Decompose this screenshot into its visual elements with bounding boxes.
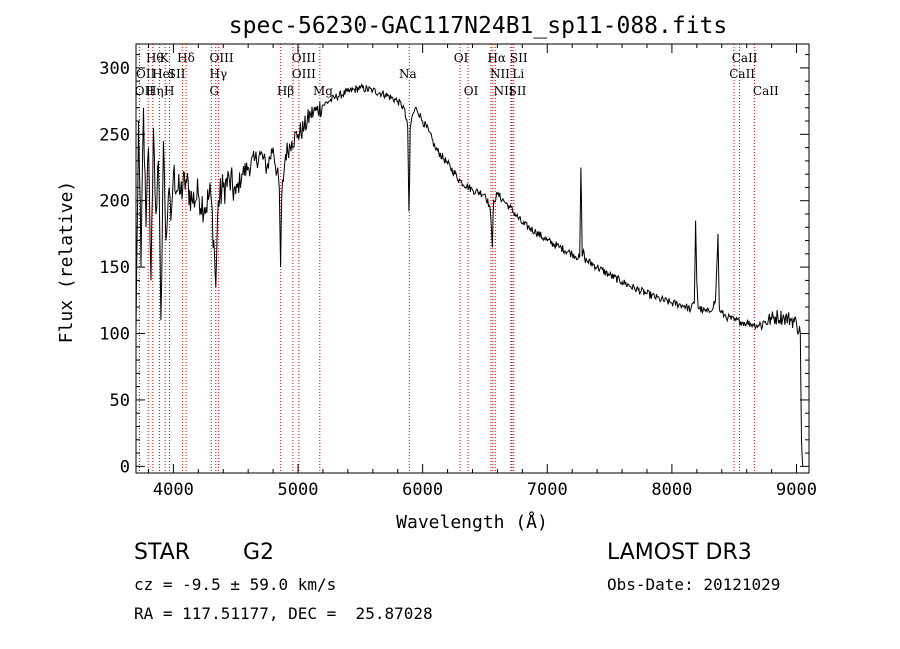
- y-tick-label-4: 200: [99, 192, 130, 212]
- chart-title: spec-56230-GAC117N24B1_sp11-088.fits: [229, 13, 728, 39]
- line-markers: [138, 44, 755, 473]
- x-axis-label: Wavelength (Å): [396, 511, 548, 533]
- object-class: STAR: [134, 540, 191, 565]
- marker-label-10: HeI: [152, 67, 175, 81]
- marker-label-26: SII: [509, 84, 527, 98]
- y-tick-label-3: 150: [99, 258, 130, 278]
- object-subclass: G2: [243, 540, 275, 565]
- y-tick-label-2: 100: [99, 325, 130, 345]
- observation-date: Obs-Date: 20121029: [607, 575, 781, 594]
- y-axis-label: Flux (relative): [56, 181, 77, 344]
- marker-label-0: Hθ: [146, 51, 164, 65]
- marker-label-9: OII: [136, 67, 156, 81]
- marker-label-22: Hβ: [277, 84, 294, 98]
- survey-name: LAMOST DR3: [607, 540, 752, 565]
- marker-label-23: Mg: [313, 84, 333, 98]
- y-tick-label-0: 0: [120, 457, 130, 477]
- x-tick-label-1: 5000: [278, 480, 319, 500]
- x-axis-ticks: 4000 5000 6000 7000 8000 9000: [147, 44, 817, 500]
- marker-label-25: NII: [494, 84, 514, 98]
- marker-label-1: K: [160, 51, 170, 65]
- marker-label-8: CaII: [732, 51, 758, 65]
- marker-label-3: OIII: [210, 51, 234, 65]
- marker-label-19: Hη: [146, 84, 164, 98]
- flux-series-line: [135, 82, 804, 467]
- redshift-velocity: cz = -9.5 ± 59.0 km/s: [134, 575, 337, 594]
- marker-label-27: CaII: [753, 84, 779, 98]
- x-tick-label-2: 6000: [402, 480, 443, 500]
- marker-label-17: CaII: [729, 67, 755, 81]
- y-tick-label-1: 50: [110, 391, 130, 411]
- marker-label-15: NII: [490, 67, 510, 81]
- plot-frame: [135, 43, 810, 474]
- marker-label-13: OIII: [292, 67, 316, 81]
- marker-label-16: Li: [512, 67, 524, 81]
- y-tick-label-6: 300: [99, 59, 130, 79]
- x-tick-label-5: 9000: [776, 480, 817, 500]
- sky-coordinates: RA = 117.51177, DEC = 25.87028: [134, 604, 433, 623]
- x-tick-label-4: 8000: [651, 480, 692, 500]
- marker-label-12: Hγ: [210, 67, 228, 81]
- marker-label-24: OI: [464, 84, 479, 98]
- x-tick-label-3: 7000: [527, 480, 568, 500]
- marker-label-6: Hα: [487, 51, 506, 65]
- x-tick-label-0: 4000: [153, 480, 194, 500]
- marker-label-5: OI: [454, 51, 469, 65]
- y-axis-ticks: 0 50 100 150 200 250 300: [99, 54, 809, 477]
- marker-label-14: Na: [399, 67, 417, 81]
- marker-label-7: SII: [510, 51, 528, 65]
- marker-label-11: SII: [168, 67, 186, 81]
- y-tick-label-5: 250: [99, 125, 130, 145]
- marker-label-4: OIII: [292, 51, 316, 65]
- marker-label-20: H: [164, 84, 174, 98]
- marker-label-21: G: [210, 84, 220, 98]
- marker-label-2: Hδ: [177, 51, 195, 65]
